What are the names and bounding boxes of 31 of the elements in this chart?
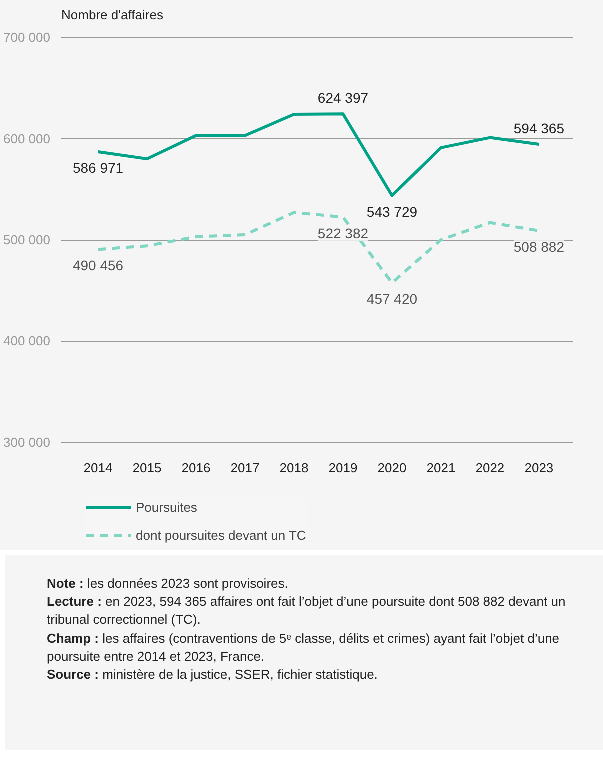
y-tick-label: 500 000 xyxy=(4,232,51,248)
text: Note : les données 2023 sont provisoires. xyxy=(47,576,288,591)
data-label: 624 397 xyxy=(318,90,369,106)
data-label: 522 382 xyxy=(318,225,369,242)
line-series xyxy=(96,112,541,198)
text: Champ : les affaires (contraventions de 5ᵉ classe, délits et crimes) ayant fait l’objet d’une poursuite entre 2014 et 2023, France. xyxy=(47,630,560,664)
data-label: 586 971 xyxy=(72,160,124,176)
x-tick-label: 2018 xyxy=(280,460,309,476)
x-tick-label: 2014 xyxy=(84,460,113,476)
x-tick-label: 2022 xyxy=(476,460,505,476)
text: Lecture : en 2023, 594 365 affaires ont fait l’objet d’une poursuite dont 508 882 devant un tribunal correctionnel (TC). xyxy=(47,594,566,628)
y-tick-label: 300 000 xyxy=(4,434,51,450)
legend-label: dont poursuites devant un TC xyxy=(136,528,306,542)
legend-label: Poursuites xyxy=(136,500,198,514)
x-tick-label: 2021 xyxy=(426,460,456,476)
y-tick-label: 600 000 xyxy=(4,131,51,146)
x-tick-label: 2017 xyxy=(230,460,260,476)
data-label: 457 420 xyxy=(366,291,418,308)
x-tick-label: 2016 xyxy=(182,460,211,476)
y-tick-label: 700 000 xyxy=(4,30,51,46)
x-tick-label: 2019 xyxy=(328,460,358,476)
y-tick-label: 400 000 xyxy=(4,334,51,349)
x-tick-label: 2015 xyxy=(132,460,162,476)
x-tick-label: 2020 xyxy=(378,460,407,476)
data-label: 490 456 xyxy=(72,258,124,274)
data-label: 594 365 xyxy=(514,120,565,137)
data-label: 508 882 xyxy=(514,239,565,256)
data-label: 543 729 xyxy=(366,204,418,220)
source-note: Source : ministère de la justice, SSER, fichier statistique. xyxy=(47,666,378,682)
x-tick-label: 2023 xyxy=(524,460,554,476)
y-axis-title: Nombre d'affaires xyxy=(62,8,164,22)
